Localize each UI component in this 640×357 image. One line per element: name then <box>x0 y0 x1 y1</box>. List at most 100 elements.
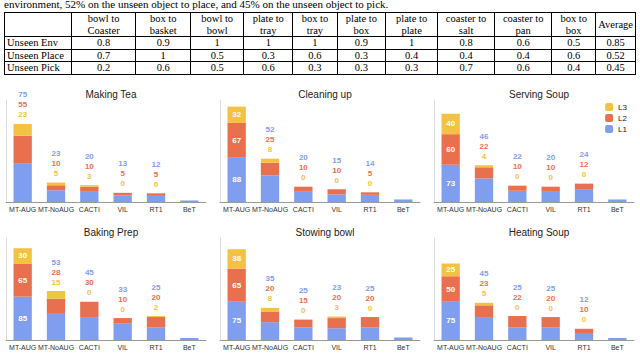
svg-text:38: 38 <box>232 254 241 263</box>
svg-text:75: 75 <box>232 316 241 325</box>
svg-text:10: 10 <box>513 162 522 171</box>
svg-text:22: 22 <box>480 142 489 151</box>
svg-text:50: 50 <box>446 285 455 294</box>
svg-text:22: 22 <box>513 152 522 161</box>
svg-text:0: 0 <box>334 176 339 185</box>
svg-text:0: 0 <box>548 173 553 182</box>
svg-text:10: 10 <box>546 163 555 172</box>
svg-text:RT1: RT1 <box>149 206 162 213</box>
svg-text:12: 12 <box>580 160 589 169</box>
svg-text:VIL: VIL <box>117 344 128 351</box>
svg-text:25: 25 <box>299 286 308 295</box>
svg-text:45: 45 <box>480 269 489 278</box>
svg-text:CACTI: CACTI <box>507 206 528 213</box>
svg-text:5: 5 <box>54 169 59 178</box>
svg-text:25: 25 <box>366 284 375 293</box>
svg-text:RT1: RT1 <box>363 206 376 213</box>
svg-text:12: 12 <box>580 295 589 304</box>
svg-text:0: 0 <box>120 305 125 314</box>
svg-text:25: 25 <box>513 283 522 292</box>
svg-text:VIL: VIL <box>331 206 342 213</box>
svg-text:46: 46 <box>480 132 489 141</box>
svg-text:3: 3 <box>87 172 92 181</box>
svg-text:CACTI: CACTI <box>79 344 100 351</box>
svg-text:MT-NoAUG: MT-NoAUG <box>252 206 288 213</box>
svg-text:MT-AUG: MT-AUG <box>9 344 36 351</box>
svg-text:L3: L3 <box>618 103 627 112</box>
svg-text:23: 23 <box>332 283 341 292</box>
svg-text:75: 75 <box>446 316 455 325</box>
svg-text:0: 0 <box>301 306 306 315</box>
svg-text:5: 5 <box>120 169 125 178</box>
svg-text:8: 8 <box>268 145 273 154</box>
svg-text:10: 10 <box>118 295 127 304</box>
svg-text:0: 0 <box>368 179 373 188</box>
svg-text:0: 0 <box>548 304 553 313</box>
svg-text:13: 13 <box>118 159 127 168</box>
svg-text:CACTI: CACTI <box>293 206 314 213</box>
svg-text:24: 24 <box>580 150 589 159</box>
svg-text:10: 10 <box>52 159 61 168</box>
svg-text:45: 45 <box>85 268 94 277</box>
svg-text:RT1: RT1 <box>149 344 162 351</box>
svg-text:MT-NoAUG: MT-NoAUG <box>38 344 74 351</box>
svg-text:10: 10 <box>580 305 589 314</box>
svg-text:CACTI: CACTI <box>507 344 528 351</box>
svg-text:12: 12 <box>152 160 161 169</box>
svg-text:23: 23 <box>480 279 489 288</box>
svg-text:15: 15 <box>52 278 61 287</box>
svg-text:VIL: VIL <box>331 344 342 351</box>
svg-text:5: 5 <box>154 170 159 179</box>
svg-text:Making Tea: Making Tea <box>86 89 137 100</box>
svg-text:Stowing bowl: Stowing bowl <box>296 227 355 238</box>
svg-text:20: 20 <box>299 153 308 162</box>
svg-text:10: 10 <box>299 163 308 172</box>
svg-text:MT-NoAUG: MT-NoAUG <box>252 344 288 351</box>
svg-text:20: 20 <box>85 152 94 161</box>
svg-text:Cleaning up: Cleaning up <box>298 89 352 100</box>
svg-text:VIL: VIL <box>545 344 556 351</box>
svg-text:25: 25 <box>446 265 455 274</box>
svg-text:0: 0 <box>154 180 159 189</box>
svg-text:0: 0 <box>515 172 520 181</box>
svg-text:25: 25 <box>546 284 555 293</box>
svg-text:L2: L2 <box>618 114 627 123</box>
svg-text:MT-AUG: MT-AUG <box>223 344 250 351</box>
svg-text:40: 40 <box>446 119 455 128</box>
svg-text:88: 88 <box>232 175 241 184</box>
svg-text:3: 3 <box>334 303 339 312</box>
svg-text:0: 0 <box>582 315 587 324</box>
svg-text:23: 23 <box>52 149 61 158</box>
svg-text:20: 20 <box>266 284 275 293</box>
svg-text:22: 22 <box>513 293 522 302</box>
svg-text:35: 35 <box>266 274 275 283</box>
svg-text:L1: L1 <box>618 125 627 134</box>
svg-text:Heating Soup: Heating Soup <box>509 227 570 238</box>
svg-text:2: 2 <box>154 303 159 312</box>
svg-text:BeT: BeT <box>183 344 197 351</box>
svg-text:20: 20 <box>152 293 161 302</box>
svg-text:15: 15 <box>299 296 308 305</box>
svg-text:CACTI: CACTI <box>79 206 100 213</box>
svg-text:8: 8 <box>268 294 273 303</box>
svg-text:MT-NoAUG: MT-NoAUG <box>38 206 74 213</box>
svg-text:20: 20 <box>332 293 341 302</box>
svg-text:MT-AUG: MT-AUG <box>437 344 464 351</box>
svg-text:Serving Soup: Serving Soup <box>509 89 569 100</box>
svg-text:0: 0 <box>301 173 306 182</box>
svg-text:10: 10 <box>332 166 341 175</box>
svg-text:BeT: BeT <box>183 206 197 213</box>
svg-text:5: 5 <box>482 289 487 298</box>
svg-text:20: 20 <box>546 153 555 162</box>
svg-text:85: 85 <box>18 314 27 323</box>
svg-text:5: 5 <box>368 169 373 178</box>
svg-text:CACTI: CACTI <box>293 344 314 351</box>
svg-text:VIL: VIL <box>545 206 556 213</box>
svg-text:BeT: BeT <box>611 206 625 213</box>
svg-text:0: 0 <box>582 170 587 179</box>
svg-text:75: 75 <box>18 90 27 99</box>
svg-text:73: 73 <box>446 179 455 188</box>
svg-text:BeT: BeT <box>397 206 411 213</box>
svg-text:RT1: RT1 <box>577 344 590 351</box>
svg-text:20: 20 <box>366 294 375 303</box>
